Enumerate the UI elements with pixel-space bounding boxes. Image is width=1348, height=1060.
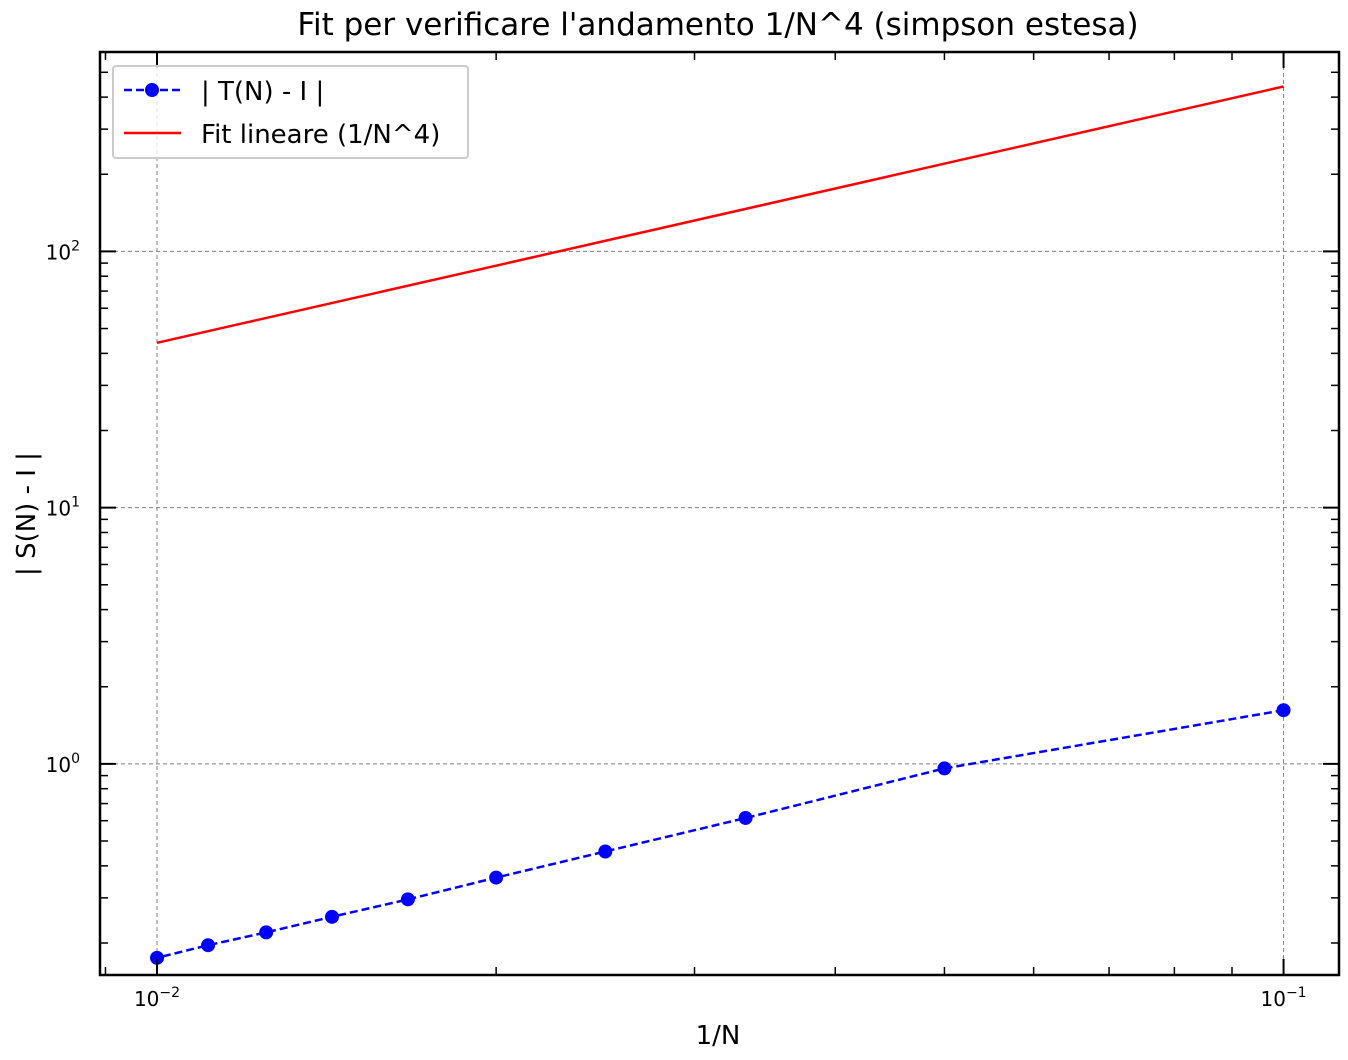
series-line-2: [156, 85, 1284, 345]
legend-label-series-1: | T(N) - I |: [201, 77, 324, 107]
series-1-point: [1276, 703, 1291, 718]
series-line-1: [156, 708, 1284, 960]
y-axis-label: | S(N) - I |: [12, 452, 42, 576]
legend-marker-series-1: [145, 83, 159, 97]
legend-label-series-2: Fit lineare (1/N^4): [201, 120, 440, 150]
series-1-point: [325, 909, 340, 924]
y-tick-label: 101: [46, 495, 80, 521]
series-1-point: [400, 892, 415, 907]
x-axis-label: 1/N: [696, 1021, 741, 1051]
x-tick-label: 10−2: [134, 985, 180, 1011]
series-1-point: [937, 761, 952, 776]
axis-ticks: [100, 52, 1339, 975]
legend-box: [112, 65, 469, 159]
x-tick-label: 10−1: [1261, 985, 1307, 1011]
tick-labels: 10−2 10−1 100 101 102: [46, 238, 1307, 1011]
series-1-point: [489, 870, 504, 885]
series-1-point: [598, 844, 613, 859]
series-layer: [150, 85, 1291, 965]
series-1-point: [201, 938, 216, 953]
series-1-point: [738, 810, 753, 825]
plot-frame: [98, 50, 1341, 977]
y-tick-label: 100: [46, 751, 80, 777]
legend: | T(N) - I | Fit lineare (1/N^4): [112, 65, 469, 159]
series-1-point: [259, 925, 274, 940]
grid-lines: [100, 52, 1339, 975]
y-tick-label: 102: [46, 238, 80, 264]
chart-title: Fit per verificare l'andamento 1/N^4 (si…: [297, 7, 1138, 43]
series-1-point: [150, 950, 165, 965]
